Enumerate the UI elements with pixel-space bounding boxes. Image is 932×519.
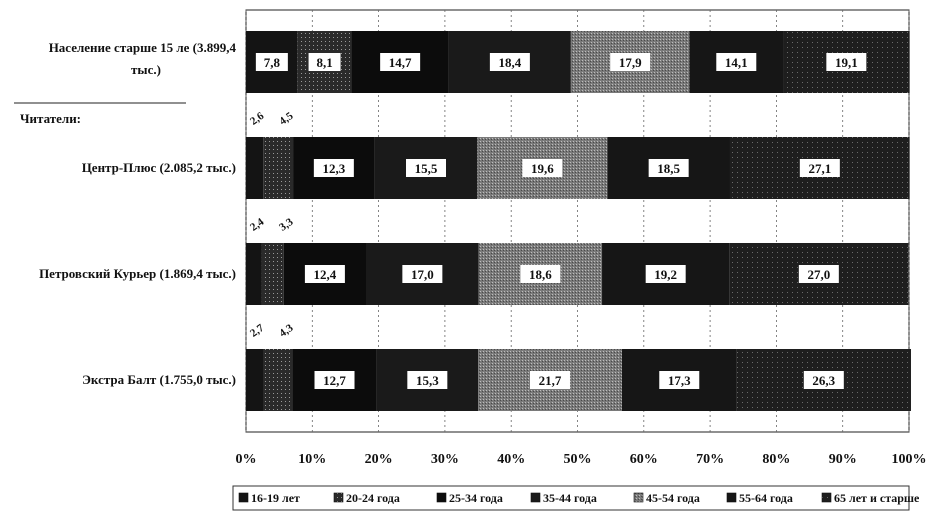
data-label: 7,8	[264, 55, 281, 70]
legend-label: 55-64 года	[739, 491, 793, 505]
legend-label: 16-19 лет	[251, 491, 300, 505]
data-label-box	[798, 265, 839, 283]
x-tick-label: 100%	[892, 452, 927, 467]
legend-label: 65 лет и старше	[834, 491, 920, 505]
category-label: тыс.)	[131, 62, 161, 77]
legend-swatch	[436, 492, 447, 503]
x-tick-label: 50%	[564, 452, 592, 467]
x-tick-label: 20%	[365, 452, 393, 467]
data-label: 12,3	[322, 161, 345, 176]
bar-segment	[246, 137, 264, 199]
legend-label: 20-24 года	[346, 491, 400, 505]
data-label: 27,0	[807, 267, 830, 282]
legend-swatch	[333, 492, 344, 503]
data-label-box	[520, 265, 561, 283]
category-label: Петровский Курьер (1.869,4 тыс.)	[39, 266, 236, 281]
data-label-box	[659, 371, 700, 389]
data-label: 26,3	[812, 373, 835, 388]
data-label: 17,3	[668, 373, 691, 388]
legend: 16-19 лет 20-24 года 25-34 года 35-44 года 4…	[232, 485, 920, 511]
data-label: 15,3	[416, 373, 439, 388]
data-label-box	[799, 159, 840, 177]
x-axis: 0% 10% 20% 30% 40% 50% 60% 70% 80% 90% 100%	[236, 452, 927, 467]
data-label: 12,4	[314, 267, 337, 282]
bar-segment	[261, 243, 284, 305]
bar-row: 2,7 4,312,7 15,3 21,7 17,3 26,3	[246, 322, 911, 411]
data-label-box	[648, 159, 689, 177]
data-label-box	[645, 265, 686, 283]
category-label: Центр-Плюс (2.085,2 тыс.)	[82, 160, 236, 175]
category-label: Население старше 15 ле (3.899,4	[49, 40, 237, 55]
legend-label: 25-34 года	[449, 491, 503, 505]
data-label: 19,1	[835, 55, 858, 70]
bar-segment	[246, 243, 262, 305]
data-label-box	[716, 53, 757, 71]
x-tick-label: 60%	[630, 452, 658, 467]
legend-label: 35-44 года	[543, 491, 597, 505]
bar-segment	[246, 349, 264, 411]
data-label: 15,5	[415, 161, 438, 176]
data-label: 18,5	[657, 161, 680, 176]
data-label-box	[522, 159, 563, 177]
data-label: 19,6	[531, 161, 554, 176]
data-label-box	[407, 371, 448, 389]
data-label-box	[314, 371, 355, 389]
x-tick-label: 30%	[431, 452, 459, 467]
data-label-box	[255, 53, 288, 71]
x-tick-label: 90%	[829, 452, 857, 467]
data-label-box	[313, 159, 354, 177]
data-label: 8,1	[316, 55, 332, 70]
data-label: 17,9	[619, 55, 642, 70]
legend-swatch	[726, 492, 737, 503]
bar-row: 2,4 3,312,4 17,0 18,6 19,2 27,0	[246, 216, 909, 305]
x-tick-label: 40%	[497, 452, 525, 467]
data-label-box	[304, 265, 345, 283]
data-label: 14,7	[389, 55, 412, 70]
legend-label: 45-54 года	[646, 491, 700, 505]
data-label: 21,7	[539, 373, 562, 388]
category-labels: Население старше 15 ле (3.899,4 тыс.) Цент…	[14, 40, 236, 387]
data-label-box	[803, 371, 844, 389]
data-label: 27,1	[808, 161, 831, 176]
data-label-box	[529, 371, 570, 389]
legend-swatch	[238, 492, 249, 503]
bar-row: 2,6 4,512,3 15,5 19,6 18,5 27,1	[246, 110, 910, 199]
data-label: 17,0	[411, 267, 434, 282]
data-label: 12,7	[323, 373, 346, 388]
x-tick-label: 10%	[298, 452, 326, 467]
category-label: Экстра Балт (1.755,0 тыс.)	[82, 372, 236, 387]
legend-swatch	[530, 492, 541, 503]
x-tick-label: 70%	[696, 452, 724, 467]
data-label-box	[380, 53, 421, 71]
bar-segment	[263, 349, 293, 411]
data-label-box	[308, 53, 341, 71]
section-label: Читатели:	[20, 111, 81, 126]
data-label: 18,6	[529, 267, 552, 282]
data-label-box	[826, 53, 867, 71]
data-label-box	[610, 53, 651, 71]
data-label-box	[402, 265, 443, 283]
data-label-box	[406, 159, 447, 177]
data-label-box	[489, 53, 530, 71]
legend-swatch	[633, 492, 644, 503]
data-label: 14,1	[725, 55, 748, 70]
bars: 7,8 8,1 14,7 18,4 17,9 14,1 19,12,6 4,512,3 15,5…	[246, 31, 911, 411]
x-tick-label: 80%	[762, 452, 790, 467]
x-tick-label: 0%	[236, 452, 257, 467]
data-label: 18,4	[498, 55, 521, 70]
legend-box	[232, 485, 910, 511]
bar-row: 7,8 8,1 14,7 18,4 17,9 14,1 19,1	[246, 31, 910, 93]
bar-segment	[263, 137, 294, 199]
legend-swatch	[821, 492, 832, 503]
data-label: 19,2	[654, 267, 677, 282]
